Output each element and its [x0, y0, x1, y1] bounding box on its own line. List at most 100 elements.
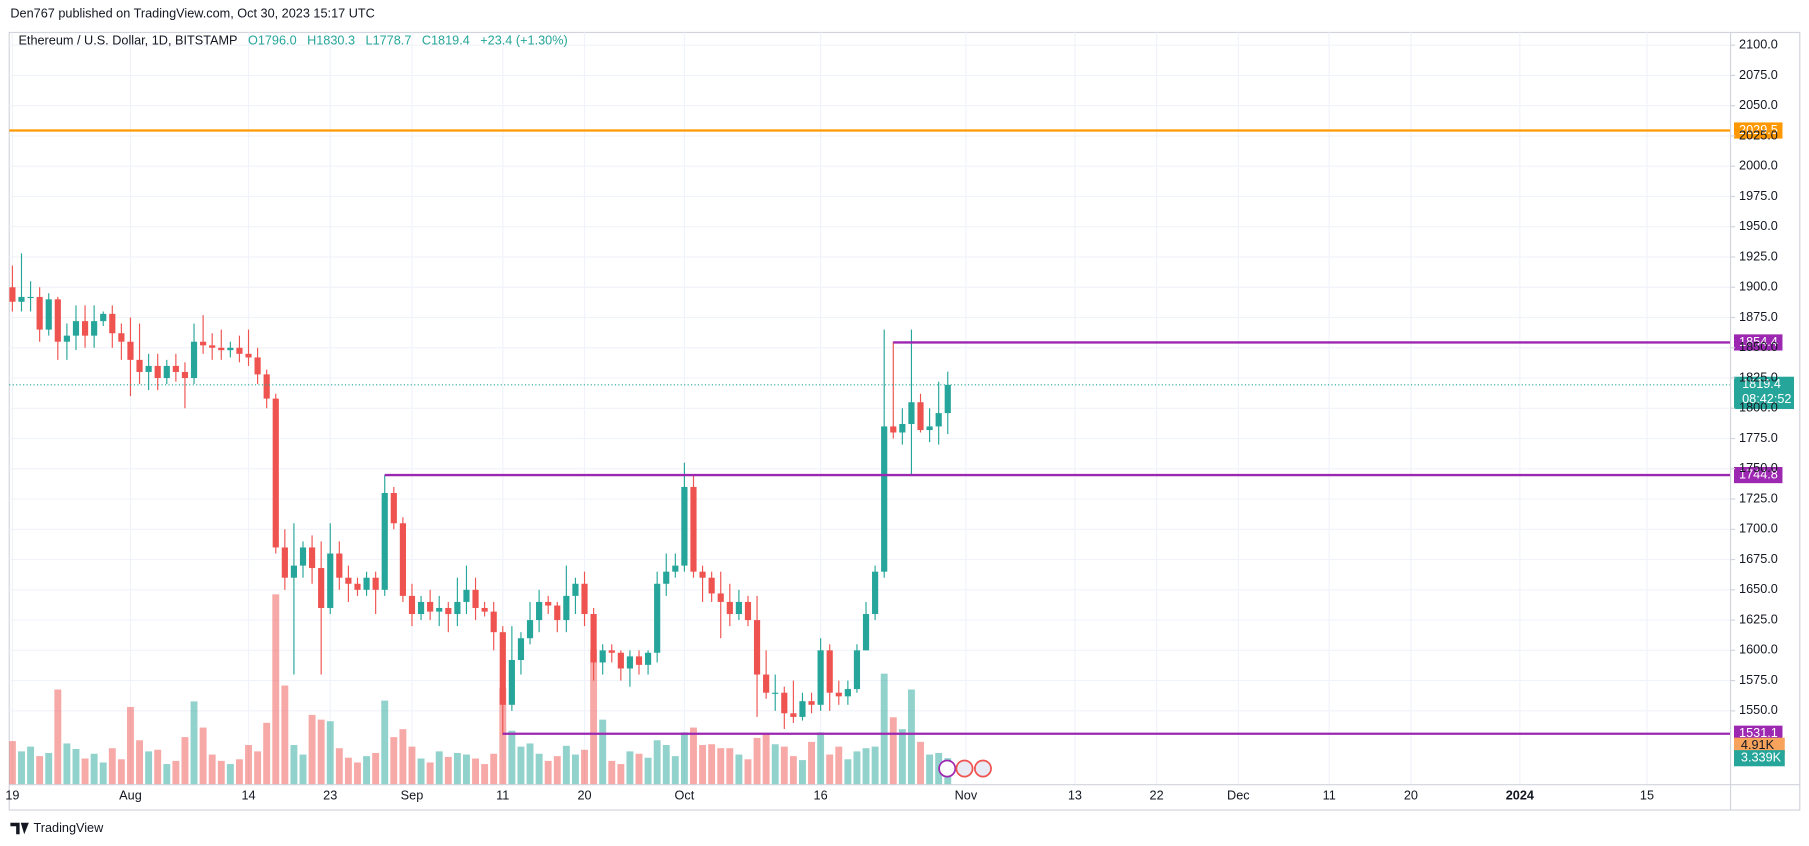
x-tick-label: Nov	[955, 789, 978, 803]
x-tick-label: 20	[577, 789, 591, 803]
candle-body	[926, 426, 933, 431]
candle-body	[308, 547, 316, 569]
volume-bar	[9, 741, 16, 785]
candle-body	[381, 492, 388, 590]
x-tick-label: Oct	[675, 789, 695, 803]
volume-bar	[898, 729, 906, 785]
volume-bar	[626, 751, 634, 785]
candle-body	[790, 713, 797, 717]
candle-body	[835, 692, 842, 697]
x-tick-label: 11	[496, 789, 509, 803]
y-tick-label: 1550.0	[1739, 703, 1778, 717]
candle-body	[472, 589, 479, 608]
candle-body	[917, 402, 924, 431]
candle-body	[608, 650, 615, 653]
candle-body	[517, 638, 525, 661]
volume-bar	[653, 740, 661, 785]
volume-bar	[27, 746, 35, 785]
event-icons	[938, 759, 992, 778]
candle-body	[772, 692, 779, 694]
candle-body	[145, 365, 152, 372]
candle-body	[200, 341, 207, 346]
footer-logo: TradingView	[10, 821, 104, 835]
volume-bar	[281, 685, 289, 785]
candle-body	[263, 374, 270, 399]
candle-body	[27, 296, 34, 299]
footer-text: TradingView	[33, 821, 104, 835]
candle-body	[290, 565, 298, 578]
volume-bar	[662, 745, 670, 785]
volume-bar	[344, 757, 352, 785]
volume-bar	[453, 752, 461, 785]
volume-bar	[808, 741, 815, 785]
legend: Ethereum / U.S. Dollar, 1D, BITSTAMP O17…	[18, 34, 567, 48]
axis-layer: 1550.0 1575.0 1600.0 1625.0 1650.0 1675.0 1700…	[5, 38, 1778, 803]
volume-bar	[508, 730, 516, 785]
volume-bar	[608, 760, 616, 785]
volume-label-bg	[1734, 750, 1785, 767]
candle-body	[390, 492, 397, 524]
level-layer: 2029.5 1854.4 1744.8 1531.1 1819.408:42:52 4.…	[9, 122, 1795, 767]
volume-bar	[699, 745, 707, 785]
candle-body	[72, 321, 80, 336]
candle-body	[345, 577, 352, 584]
frame	[8, 31, 1801, 811]
y-tick-label: 1575.0	[1739, 673, 1778, 687]
volume-bar	[326, 721, 334, 785]
volume-bar	[299, 754, 307, 785]
candle-body	[190, 341, 198, 379]
volume-bar	[826, 754, 834, 785]
candle-body	[626, 656, 634, 669]
candle-body	[372, 577, 379, 590]
candle-body	[944, 384, 951, 414]
volume-bar	[208, 754, 216, 785]
volume-bar	[735, 754, 743, 785]
last-price-bg	[1734, 376, 1795, 410]
candle-body	[81, 321, 89, 336]
volume-bar	[444, 756, 452, 785]
x-tick-label: Sep	[401, 789, 424, 803]
candle-body	[708, 577, 715, 594]
volume-bar	[390, 737, 398, 785]
candle-body	[236, 347, 243, 354]
volume-bar	[789, 756, 797, 785]
candle-body	[245, 353, 252, 358]
y-tick-label: 1950.0	[1739, 219, 1778, 233]
volume-bar	[717, 748, 725, 785]
volume-bar	[726, 748, 734, 785]
y-tick-label: 2025.0	[1739, 128, 1778, 142]
volume-bar	[753, 737, 761, 785]
volume-bar	[245, 745, 252, 785]
volume-label: 3.339K	[1741, 751, 1782, 765]
candle-body	[862, 614, 870, 651]
candle-body	[563, 595, 570, 621]
candle-body	[154, 365, 161, 379]
y-tick-label: 1825.0	[1739, 370, 1778, 384]
candle-body	[254, 357, 261, 375]
candle-body	[454, 601, 461, 615]
volume-bar	[762, 733, 770, 785]
logo-mark	[10, 822, 29, 835]
close-label: C1819.4	[422, 34, 470, 48]
level-label: 1744.8	[1739, 467, 1778, 481]
volume-bar	[526, 743, 534, 785]
candle-body	[808, 701, 815, 705]
volume-bar	[544, 760, 552, 785]
y-tick-label: 1975.0	[1739, 189, 1778, 203]
volume-bar	[426, 762, 434, 785]
volume-bar	[617, 764, 625, 785]
candle-body	[209, 345, 216, 348]
volume-bar	[145, 751, 153, 785]
candle-body	[644, 652, 652, 665]
change-label: +23.4 (+1.30%)	[480, 34, 567, 48]
candle-body	[663, 571, 670, 584]
y-tick-label: 1725.0	[1739, 491, 1778, 505]
level-label-bg	[1734, 334, 1783, 351]
y-tick-label: 1675.0	[1739, 552, 1778, 566]
volume-bar	[599, 719, 607, 785]
candle-body	[753, 620, 761, 675]
x-tick-label: Dec	[1227, 789, 1250, 803]
volume-bar	[463, 754, 470, 785]
candle-body	[318, 568, 325, 608]
